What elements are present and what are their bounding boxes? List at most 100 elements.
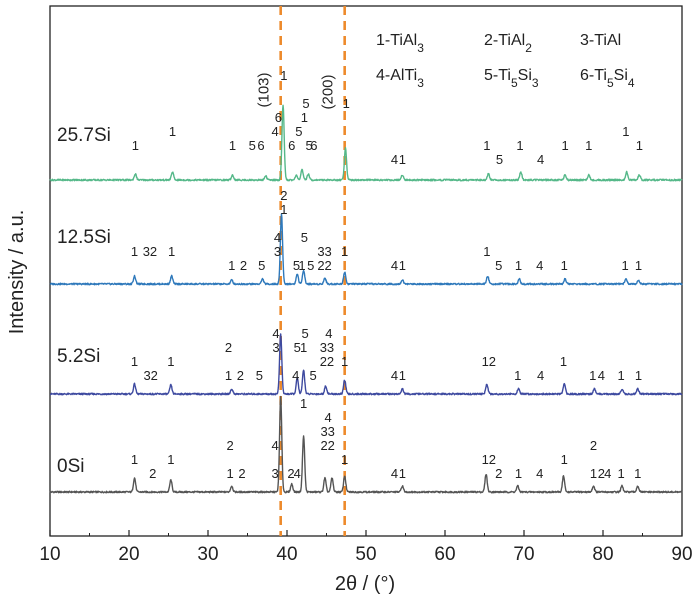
peak-label: 1 — [169, 124, 176, 139]
peak-label: 1 — [635, 368, 642, 383]
peak-label: 1 — [636, 138, 643, 153]
peak-label: 4 — [272, 438, 279, 453]
x-tick-label: 90 — [671, 544, 692, 565]
peak-label: 2 — [287, 466, 294, 481]
peak-label: 2 — [328, 438, 335, 453]
peak-label: 4 — [537, 368, 544, 383]
peak-label: 1 — [228, 258, 235, 273]
peak-label: 1 — [561, 258, 568, 273]
x-axis: 10 20 30 40 50 60 70 80 90 — [39, 530, 693, 565]
peak-label: 2 — [150, 244, 157, 259]
x-tick-label: 20 — [118, 544, 139, 565]
peak-label: 2 — [327, 354, 334, 369]
peak-label: 1 — [483, 244, 490, 259]
peak-label: 1 — [300, 396, 307, 411]
peak-label: 1 — [341, 354, 348, 369]
legend-entry: 2-TiAl2 — [484, 32, 532, 55]
peak-label: 1 — [131, 354, 138, 369]
x-axis-title: 2θ / (°) — [335, 573, 395, 595]
peak-label: 5 — [306, 138, 313, 153]
x-tick-label: 40 — [276, 544, 297, 565]
x-tick-label: 50 — [355, 544, 376, 565]
peak-label: 5 — [495, 258, 502, 273]
peak-label: 3 — [321, 424, 328, 439]
peak-label: 4 — [391, 152, 398, 167]
peak-label: 1 — [229, 138, 236, 153]
peak-label: 1 — [168, 244, 175, 259]
peak-label: 3 — [143, 244, 150, 259]
series-layer — [49, 104, 683, 494]
peak-label: 1 — [635, 258, 642, 273]
peak-label: 1 — [167, 354, 174, 369]
peak-label: 1 — [341, 244, 348, 259]
x-tick-label: 80 — [592, 544, 613, 565]
peak-label: 2 — [151, 368, 158, 383]
peak-label: 3 — [272, 340, 279, 355]
peak-label: 1 — [399, 258, 406, 273]
legend-entry: 3-TiAl — [580, 32, 621, 49]
peak-label: 6 — [275, 110, 282, 125]
peak-label: 1 — [590, 466, 597, 481]
peak-label: 1 — [515, 258, 522, 273]
legend-entry: 1-TiAl3 — [376, 32, 424, 55]
peak-label: 1 — [341, 452, 348, 467]
peak-label: 3 — [320, 340, 327, 355]
reference-lines: (103) (200) — [256, 6, 346, 536]
peak-label: 2 — [237, 368, 244, 383]
peak-label: 1 — [561, 138, 568, 153]
peak-label: 4 — [537, 152, 544, 167]
peak-label: 1 — [399, 152, 406, 167]
x-tick-label: 30 — [197, 544, 218, 565]
peak-label: 1 — [298, 258, 305, 273]
series-line-0si — [49, 395, 683, 494]
peak-label: 2 — [317, 258, 324, 273]
peak-label: 6 — [257, 138, 264, 153]
peak-label: 4 — [274, 230, 281, 245]
legend-entry: 4-AlTi3 — [376, 67, 424, 90]
peak-label: 2 — [489, 452, 496, 467]
peak-label: 4 — [324, 410, 331, 425]
peak-label: 1 — [482, 452, 489, 467]
peak-label: 1 — [301, 110, 308, 125]
peak-label: 1 — [589, 368, 596, 383]
peak-label: 3 — [324, 244, 331, 259]
peak-label: 5 — [258, 258, 265, 273]
peak-label: 1 — [280, 68, 287, 83]
peak-label: 1 — [227, 466, 234, 481]
peak-label: 4 — [292, 368, 299, 383]
series-line-5-2si — [49, 333, 683, 396]
peak-label: 1 — [618, 368, 625, 383]
peak-label: 1 — [131, 452, 138, 467]
peak-label: 4 — [391, 258, 398, 273]
peak-label: 5 — [496, 152, 503, 167]
series-label: 25.7Si — [57, 125, 111, 146]
peak-label: 1 — [622, 124, 629, 139]
peak-label: 5 — [256, 368, 263, 383]
peak-label: 1 — [560, 354, 567, 369]
peak-label: 2 — [149, 466, 156, 481]
peak-label: 1 — [514, 368, 521, 383]
peak-label: 5 — [295, 124, 302, 139]
peak-label: 5 — [302, 326, 309, 341]
reference-line-label: (103) — [256, 72, 273, 107]
plot-area — [49, 5, 683, 537]
series-label: 5.2Si — [57, 346, 100, 367]
peak-label: 6 — [288, 138, 295, 153]
peak-label: 1 — [225, 368, 232, 383]
peak-label: 1 — [585, 138, 592, 153]
peak-label: 2 — [489, 354, 496, 369]
x-tick-label: 70 — [513, 544, 534, 565]
peak-label: 1 — [618, 466, 625, 481]
peak-label: 4 — [294, 466, 301, 481]
series-label: 12.5Si — [57, 227, 111, 248]
series-label: 0Si — [57, 456, 84, 477]
peak-label: 2 — [590, 438, 597, 453]
peak-label: 2 — [225, 340, 232, 355]
peak-label: 3 — [144, 368, 151, 383]
peak-label: 5 — [302, 96, 309, 111]
peak-label: 1 — [343, 96, 350, 111]
y-axis-title: Intensity / a.u. — [6, 210, 28, 335]
peak-label: 5 — [301, 230, 308, 245]
peak-label: 1 — [483, 138, 490, 153]
